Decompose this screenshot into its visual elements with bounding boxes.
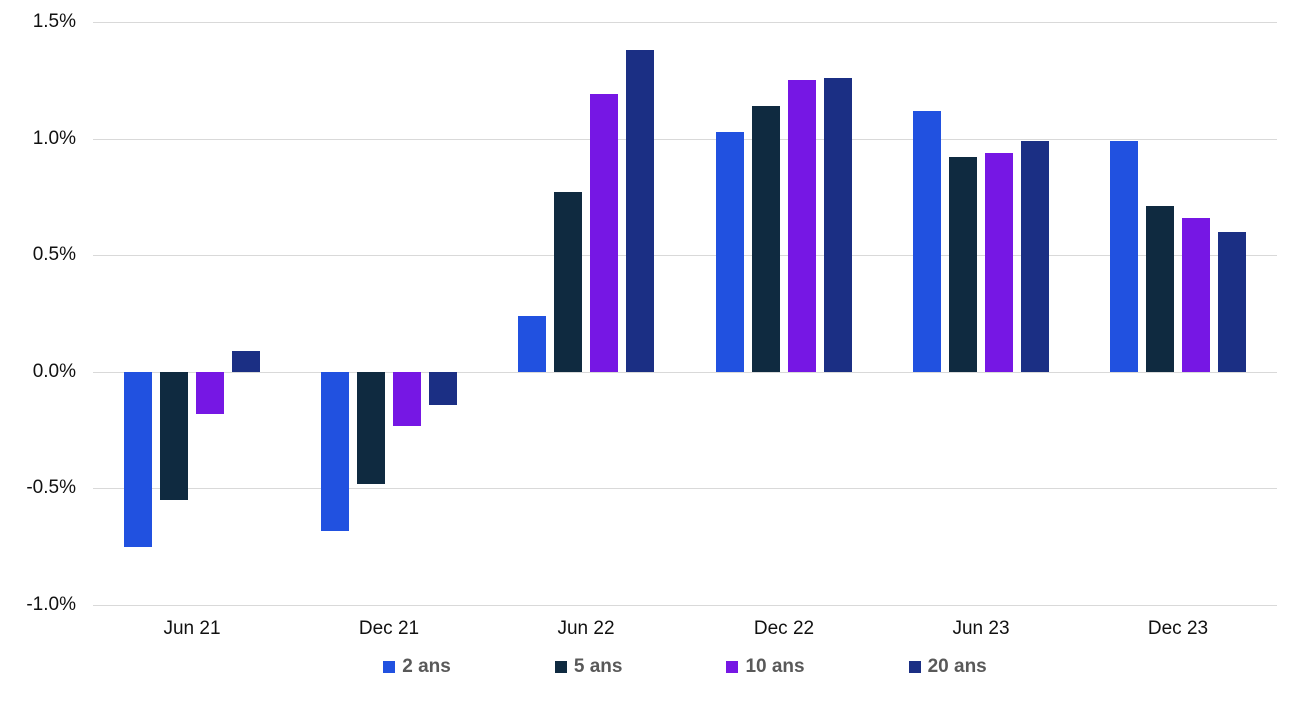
x-tick-label: Jun 22 [557, 618, 615, 639]
x-tick-label: Dec 21 [358, 618, 420, 639]
y-tick-label: -1.0% [26, 594, 76, 615]
plot-area [93, 22, 1277, 606]
legend-swatch-icon [383, 661, 396, 673]
gridline [93, 22, 1277, 23]
legend-item-20-ans: 20 ans [908, 656, 987, 678]
gridline [93, 139, 1277, 140]
y-tick-label: 0.0% [32, 361, 76, 382]
gridline [93, 488, 1277, 489]
legend-label: 5 ans [573, 656, 623, 677]
bar-10-ans-Dec-23 [1182, 218, 1210, 372]
bar-2-ans-Dec-22 [716, 132, 744, 372]
bar-10-ans-Jun-23 [985, 153, 1013, 372]
bar-10-ans-Jun-21 [196, 372, 224, 414]
legend-swatch-icon [726, 661, 739, 673]
legend: 2 ans 5 ans 10 ans 20 ans [93, 656, 1277, 678]
x-tick-label: Jun 21 [163, 618, 221, 639]
legend-label: 20 ans [927, 656, 987, 677]
y-tick-label: 0.5% [32, 244, 76, 265]
legend-swatch-icon [908, 661, 921, 673]
x-tick-label: Jun 23 [952, 618, 1010, 639]
gridline [93, 255, 1277, 256]
bar-5-ans-Dec-22 [752, 106, 780, 372]
bar-5-ans-Dec-21 [357, 372, 385, 484]
bar-5-ans-Jun-23 [949, 157, 977, 372]
bar-20-ans-Dec-21 [429, 372, 457, 405]
bar-10-ans-Jun-22 [590, 94, 618, 372]
bar-5-ans-Dec-23 [1146, 206, 1174, 372]
bar-5-ans-Jun-22 [554, 192, 582, 372]
bar-10-ans-Dec-22 [788, 80, 816, 372]
bar-20-ans-Jun-22 [626, 50, 654, 372]
legend-item-10-ans: 10 ans [726, 656, 805, 678]
legend-label: 2 ans [402, 656, 451, 677]
x-tick-label: Dec 23 [1147, 618, 1209, 639]
legend-label: 10 ans [745, 656, 805, 677]
y-tick-label: 1.5% [32, 11, 76, 32]
legend-swatch-icon [554, 661, 567, 673]
bar-2-ans-Dec-23 [1110, 141, 1138, 372]
gridline [93, 372, 1277, 373]
x-tick-label: Dec 22 [753, 618, 815, 639]
bar-20-ans-Dec-22 [824, 78, 852, 372]
gridline [93, 605, 1277, 606]
bar-2-ans-Jun-23 [913, 111, 941, 372]
bar-2-ans-Jun-21 [124, 372, 152, 547]
bar-20-ans-Jun-21 [232, 351, 260, 372]
bar-20-ans-Jun-23 [1021, 141, 1049, 372]
bar-5-ans-Jun-21 [160, 372, 188, 500]
bar-2-ans-Dec-21 [321, 372, 349, 531]
y-tick-label: -0.5% [26, 477, 76, 498]
legend-item-2-ans: 2 ans [383, 656, 451, 678]
bar-20-ans-Dec-23 [1218, 232, 1246, 372]
bar-2-ans-Jun-22 [518, 316, 546, 372]
y-tick-label: 1.0% [32, 128, 76, 149]
legend-item-5-ans: 5 ans [554, 656, 623, 678]
bar-10-ans-Dec-21 [393, 372, 421, 426]
